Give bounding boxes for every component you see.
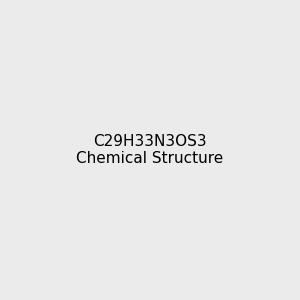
Text: C29H33N3OS3
Chemical Structure: C29H33N3OS3 Chemical Structure (76, 134, 224, 166)
